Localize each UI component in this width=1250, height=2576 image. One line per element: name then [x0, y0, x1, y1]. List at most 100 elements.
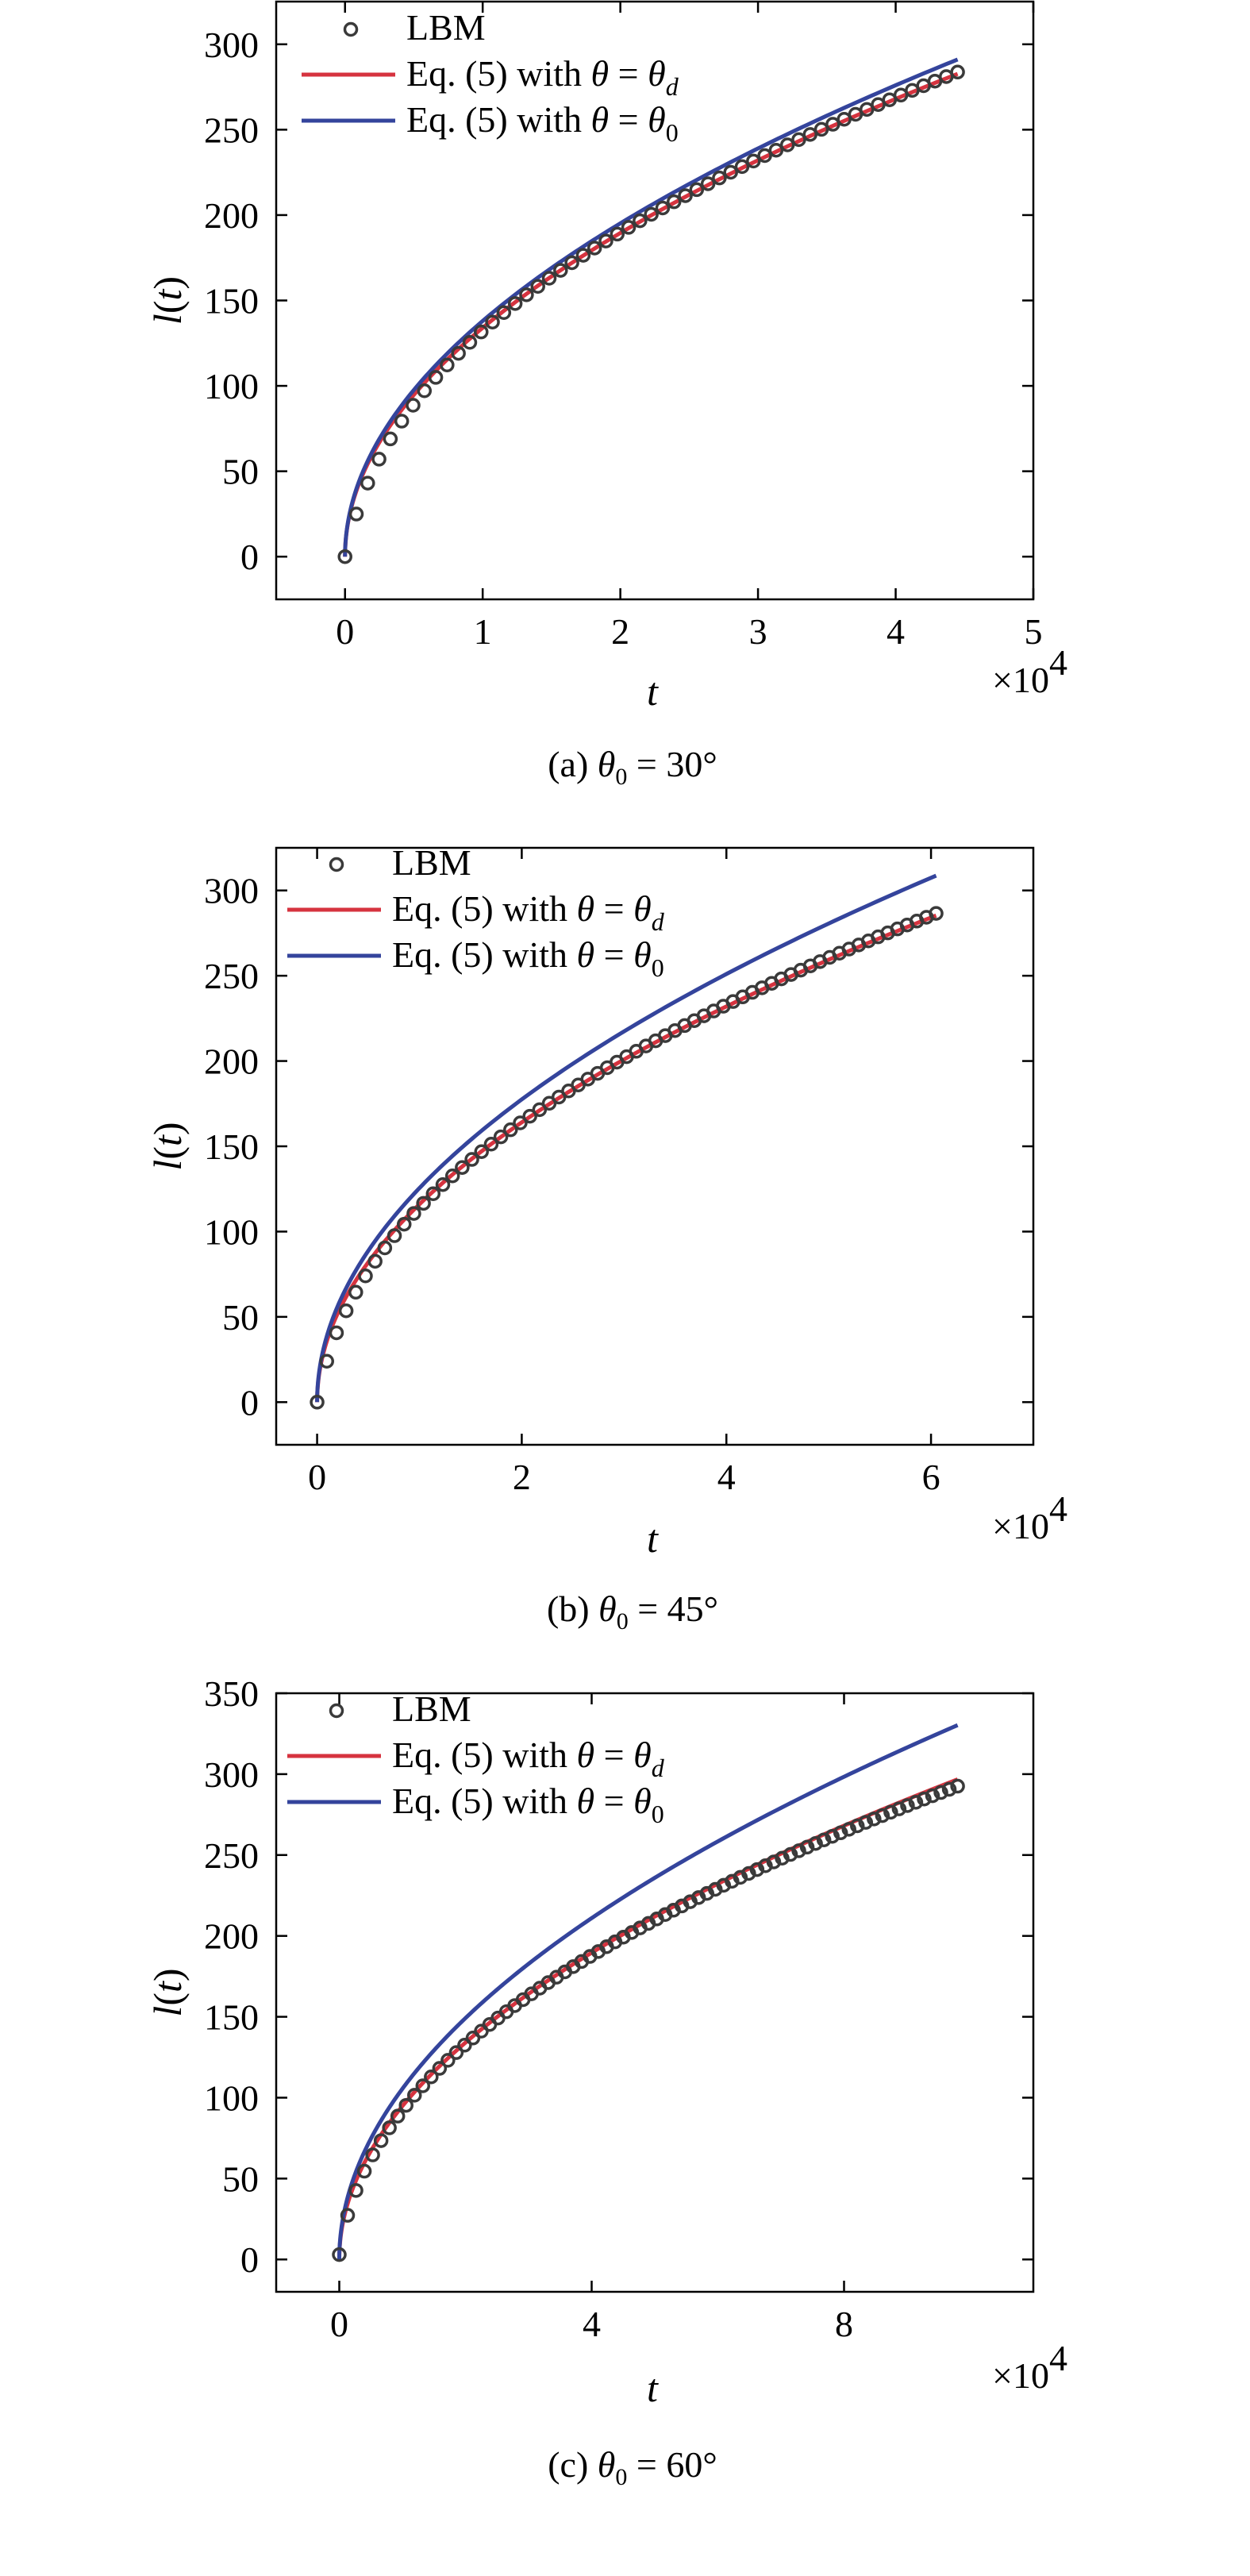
lbm-marker: [424, 2069, 439, 2085]
lbm-marker: [398, 2097, 413, 2113]
lbm-marker: [406, 398, 421, 413]
lbm-marker: [319, 1353, 334, 1369]
lbm-marker: [768, 142, 784, 158]
lbm-marker: [655, 200, 671, 216]
y-tick-label: 300: [204, 871, 259, 911]
x-multiplier: ×104: [992, 1488, 1067, 1546]
lbm-marker: [723, 164, 738, 180]
y-tick-label: 50: [222, 2158, 259, 2199]
lbm-marker: [825, 117, 840, 132]
lbm-marker: [373, 2133, 389, 2148]
plot-frame: [275, 1692, 1035, 2293]
lbm-marker: [416, 1196, 431, 1211]
x-tick-label: 4: [583, 2304, 601, 2344]
lbm-marker: [917, 1791, 932, 1807]
lbm-marker: [348, 506, 364, 522]
lbm-marker: [678, 188, 693, 203]
lbm-marker: [367, 1253, 383, 1269]
lbm-marker: [610, 226, 625, 242]
y-tick-label: 150: [204, 1126, 259, 1167]
lbm-marker: [791, 1843, 806, 1858]
lbm-marker: [397, 1216, 412, 1232]
lbm-marker: [779, 137, 795, 152]
series-line-theta-0: [337, 1723, 959, 2260]
x-tick-label: 1: [474, 611, 492, 652]
lbm-marker: [530, 279, 545, 295]
lbm-marker: [712, 170, 727, 186]
lbm-marker: [451, 345, 466, 361]
lbm-marker: [808, 1835, 823, 1851]
lbm-marker: [689, 182, 705, 198]
lbm-marker: [493, 1129, 509, 1145]
lbm-marker: [365, 2147, 380, 2162]
plot-frame: [275, 846, 1035, 1446]
lbm-marker: [783, 1846, 798, 1862]
lbm-marker: [883, 1804, 898, 1820]
y-tick-label: 50: [222, 1297, 259, 1338]
lbm-marker: [406, 1206, 421, 1221]
lbm-marker: [950, 1778, 965, 1794]
lbm-marker: [377, 1240, 393, 1256]
lbm-marker: [455, 1160, 470, 1175]
lbm-marker: [407, 2088, 422, 2103]
x-tick-label: 0: [330, 2304, 348, 2344]
lbm-marker: [383, 431, 398, 447]
lbm-marker: [758, 1858, 773, 1873]
lbm-marker: [360, 476, 375, 491]
x-tick-label: 0: [336, 611, 354, 652]
lbm-marker: [633, 213, 648, 229]
lbm-marker: [900, 1798, 915, 1813]
x-tick-label: 5: [1025, 611, 1043, 652]
lbm-marker: [382, 2120, 397, 2135]
legend-label: LBM: [392, 1688, 471, 1729]
x-tick-label: 8: [835, 2304, 853, 2344]
lbm-marker: [432, 2061, 448, 2076]
y-tick-label: 300: [204, 25, 259, 65]
panel-caption: (c) θ0 = 60°: [548, 2444, 717, 2490]
lbm-marker: [799, 1839, 815, 1855]
lbm-marker: [394, 414, 410, 429]
lbm-marker: [444, 1168, 460, 1184]
lbm-marker: [766, 1854, 782, 1869]
lbm-marker: [841, 1822, 856, 1837]
x-multiplier: ×104: [992, 2338, 1067, 2396]
lbm-marker: [598, 233, 613, 248]
lbm-marker: [700, 176, 716, 191]
lbm-marker: [337, 549, 352, 564]
lbm-marker: [933, 1785, 948, 1800]
legend-marker-lbm: [343, 21, 359, 37]
lbm-marker: [621, 220, 637, 235]
legend-label: LBM: [406, 7, 486, 48]
y-tick-label: 50: [222, 452, 259, 492]
lbm-marker: [825, 1828, 840, 1844]
legend-marker-lbm: [329, 857, 344, 872]
lbm-marker: [310, 1395, 325, 1410]
y-tick-label: 0: [240, 537, 259, 577]
lbm-marker: [329, 1325, 344, 1341]
x-axis-label: t: [647, 669, 659, 714]
y-axis-label: l(t): [145, 1122, 190, 1170]
lbm-marker: [448, 2045, 464, 2060]
lbm-marker: [519, 287, 534, 302]
y-tick-label: 150: [204, 1997, 259, 2038]
lbm-marker: [348, 1284, 363, 1300]
lbm-marker: [734, 159, 750, 175]
lbm-marker: [474, 1144, 489, 1159]
chart-panel-a: 0 1 2 3 4 5050100150200250300×104tl(t)LBMEq. …: [145, 0, 1067, 790]
lbm-marker: [417, 383, 433, 399]
lbm-marker: [667, 194, 682, 210]
legend-marker-lbm: [329, 1703, 344, 1719]
lbm-marker: [440, 357, 455, 373]
lbm-marker: [746, 153, 761, 169]
lbm-marker: [371, 452, 387, 467]
y-tick-label: 100: [204, 2077, 259, 2118]
x-tick-label: 4: [717, 1457, 736, 1497]
y-axis-label: l(t): [145, 276, 190, 325]
lbm-marker: [496, 305, 512, 321]
y-tick-label: 0: [240, 1382, 259, 1423]
y-tick-label: 100: [204, 366, 259, 406]
lbm-marker: [457, 2038, 472, 2053]
legend-label: Eq. (5) with θ = θ0: [392, 1781, 664, 1828]
